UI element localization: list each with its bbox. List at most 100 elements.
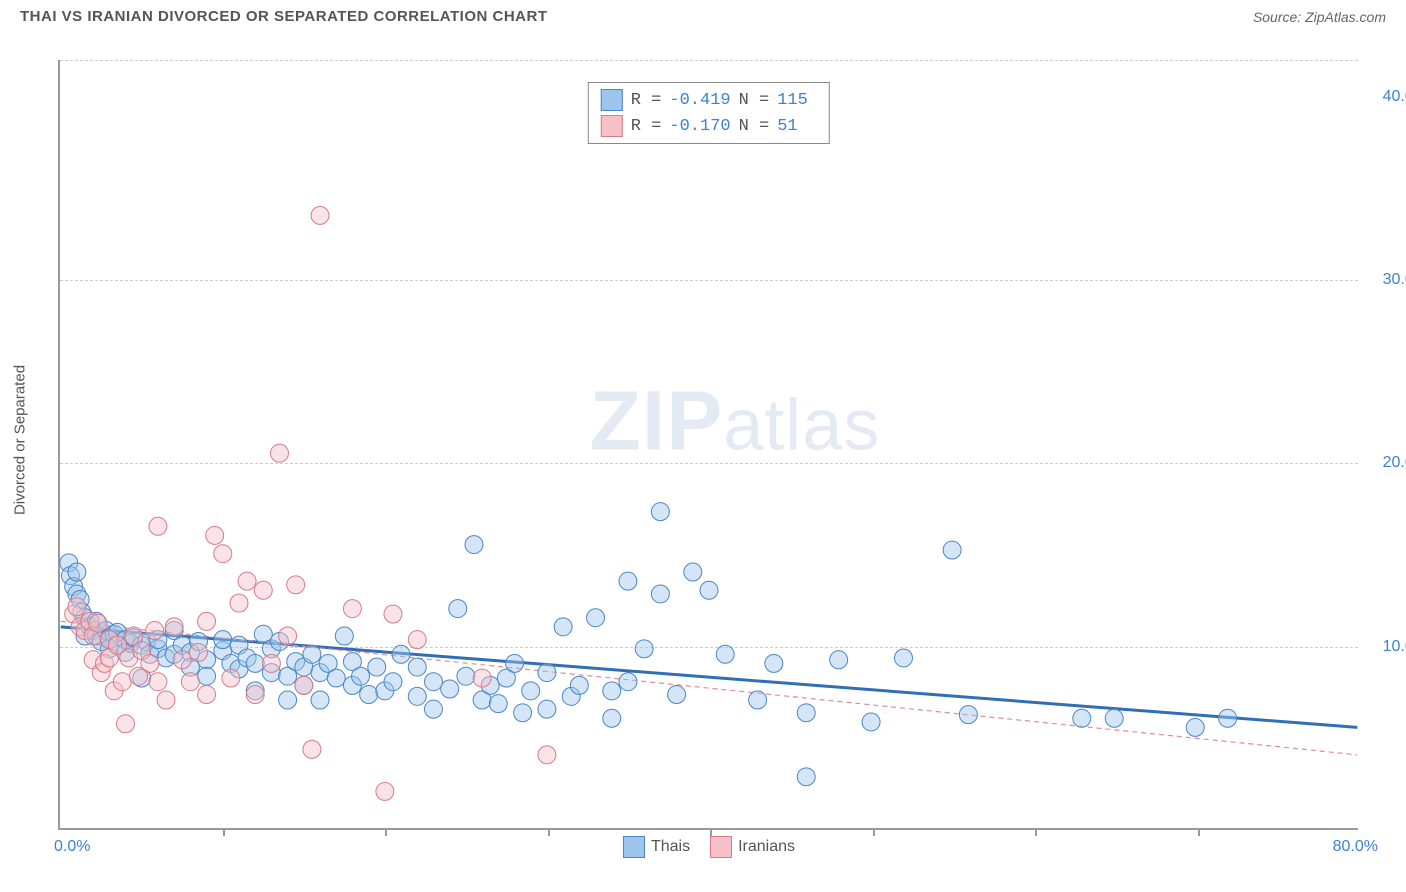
point-thais [943,541,961,559]
y-tick-label: 30.0% [1368,271,1406,289]
point-thais [619,572,637,590]
point-thais [1219,709,1237,727]
point-iranians [408,631,426,649]
point-thais [214,631,232,649]
point-thais [368,658,386,676]
point-thais [603,709,621,727]
point-iranians [149,673,167,691]
point-iranians [214,545,232,563]
point-thais [279,691,297,709]
point-iranians [246,686,264,704]
n-label: N = [739,91,770,110]
point-thais [797,768,815,786]
point-thais [749,691,767,709]
chart-header: THAI VS IRANIAN DIVORCED OR SEPARATED CO… [0,0,1406,29]
point-thais [765,654,783,672]
x-tick [873,828,875,836]
plot-region: ZIPatlas 10.0%20.0%30.0%40.0% 0.0% 80.0%… [58,60,1358,830]
legend-swatch [601,115,623,137]
point-thais [506,654,524,672]
point-iranians [271,444,289,462]
legend-swatch [601,89,623,111]
point-thais [538,664,556,682]
stats-row-thais: R =-0.419N =115 [601,87,817,113]
point-iranians [165,618,183,636]
point-thais [198,667,216,685]
point-thais [449,600,467,618]
legend-swatch [623,836,645,858]
point-thais [424,700,442,718]
y-tick-label: 10.0% [1368,638,1406,656]
point-thais [684,563,702,581]
point-iranians [157,691,175,709]
point-thais [668,686,686,704]
point-thais [489,695,507,713]
point-thais [700,581,718,599]
point-thais [716,645,734,663]
point-iranians [311,206,329,224]
point-iranians [295,676,313,694]
x-axis-max-label: 80.0% [1333,838,1378,856]
point-thais [862,713,880,731]
point-iranians [287,576,305,594]
scatter-svg [60,60,1358,828]
point-thais [1073,709,1091,727]
point-thais [424,673,442,691]
point-thais [635,640,653,658]
point-iranians [146,622,164,640]
point-iranians [68,598,86,616]
point-iranians [89,614,107,632]
point-thais [651,503,669,521]
point-thais [335,627,353,645]
point-thais [457,667,475,685]
point-thais [959,706,977,724]
point-thais [408,687,426,705]
point-thais [384,673,402,691]
r-value: -0.419 [669,91,730,110]
point-thais [392,645,410,663]
chart-area: Divorced or Separated ZIPatlas 10.0%20.0… [50,40,1390,840]
legend-swatch [710,836,732,858]
point-thais [465,536,483,554]
legend-item-iranians: Iranians [710,836,795,858]
point-thais [327,669,345,687]
point-iranians [113,673,131,691]
point-thais [587,609,605,627]
x-axis-min-label: 0.0% [54,838,90,856]
x-tick [1198,828,1200,836]
point-iranians [262,654,280,672]
point-thais [303,645,321,663]
point-iranians [384,605,402,623]
point-iranians [117,715,135,733]
stats-row-iranians: R =-0.170N =51 [601,113,817,139]
point-iranians [254,581,272,599]
point-thais [554,618,572,636]
point-iranians [230,594,248,612]
n-value: 51 [777,117,817,136]
point-iranians [279,627,297,645]
point-thais [895,649,913,667]
point-thais [522,682,540,700]
x-tick [710,828,712,836]
point-iranians [149,517,167,535]
point-thais [360,686,378,704]
point-thais [1105,709,1123,727]
point-iranians [473,669,491,687]
x-tick [548,828,550,836]
point-thais [311,691,329,709]
point-thais [797,704,815,722]
n-value: 115 [777,91,817,110]
point-thais [514,704,532,722]
point-thais [441,680,459,698]
point-iranians [141,654,159,672]
y-tick-label: 20.0% [1368,454,1406,472]
point-iranians [173,651,191,669]
y-tick-label: 40.0% [1368,88,1406,106]
point-thais [246,654,264,672]
trendline-thais [61,627,1358,728]
point-iranians [376,782,394,800]
source-label: Source: ZipAtlas.com [1253,9,1386,25]
y-axis-label: Divorced or Separated [12,365,29,515]
point-thais [68,563,86,581]
point-thais [408,658,426,676]
